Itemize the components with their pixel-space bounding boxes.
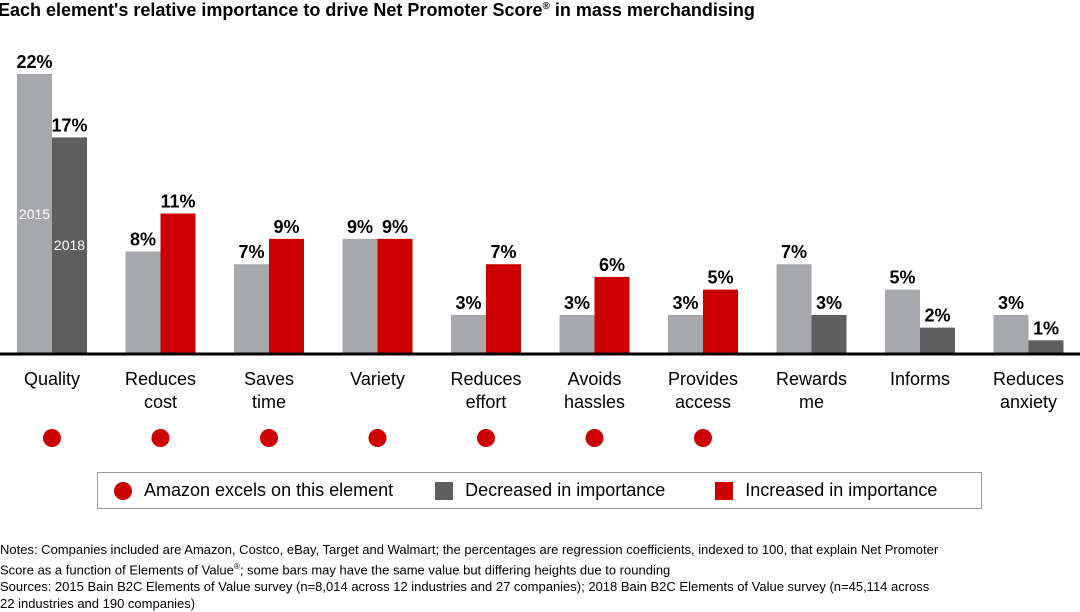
data-label-2015: 3% [672, 293, 698, 313]
bar-2015 [668, 314, 703, 353]
amazon-excels-dot [694, 429, 712, 447]
bar-2015 [234, 264, 269, 353]
bar-2015 [125, 251, 161, 353]
data-label-2018: 7% [490, 242, 516, 262]
bar-2015 [776, 264, 812, 353]
bar-2015 [885, 289, 920, 353]
data-label-2015: 22% [16, 52, 52, 72]
amazon-excels-dot [260, 429, 278, 447]
series-label-2015: 2015 [19, 206, 50, 222]
data-label-2018: 6% [599, 255, 625, 275]
notes-line: Notes: Companies included are Amazon, Co… [0, 542, 939, 557]
bar-2018 [1028, 340, 1064, 353]
data-label-2018: 9% [382, 217, 408, 237]
data-label-2015: 9% [347, 217, 373, 237]
dark-gray-square-icon [435, 481, 454, 500]
red-dot-icon [114, 481, 132, 500]
legend-amazon-label: Amazon excels on this element [144, 480, 394, 500]
bar-2015 [342, 238, 378, 353]
category-label: Avoids [568, 369, 622, 389]
bar-2015 [559, 314, 595, 353]
data-label-2015: 3% [455, 293, 481, 313]
legend-increased-label: Increased in importance [745, 480, 938, 500]
legend-amazon: Amazon excels on this element [114, 480, 393, 501]
data-label-2018: 3% [816, 293, 842, 313]
category-label: anxiety [1000, 392, 1057, 412]
amazon-excels-dot [368, 429, 387, 447]
bar-2018 [920, 327, 955, 353]
category-label: Saves [244, 369, 294, 389]
category-label: Provides [668, 369, 738, 389]
registered-mark: ® [233, 562, 240, 571]
amazon-excels-dot [43, 429, 61, 447]
notes-line: Score as a function of Elements of Value… [0, 558, 938, 578]
bar-2018 [486, 264, 521, 353]
category-label: Informs [890, 369, 950, 389]
data-label-2015: 7% [781, 242, 807, 262]
bar-2018 [594, 276, 630, 353]
category-label: Quality [24, 369, 80, 389]
category-label: effort [466, 392, 507, 412]
amazon-excels-dot [151, 429, 170, 447]
notes: Notes: Companies included are Amazon, Co… [0, 541, 938, 612]
title-suffix: in mass merchandising [549, 0, 755, 20]
category-label: hassles [564, 392, 625, 412]
category-label: access [675, 392, 731, 412]
category-label: Reduces [125, 369, 196, 389]
legend-decreased: Decreased in importance [435, 480, 665, 501]
bar-2018 [703, 289, 738, 353]
category-label: cost [144, 392, 177, 412]
bar-2018 [811, 314, 847, 353]
category-label: Reduces [993, 369, 1064, 389]
registered-mark: ® [542, 1, 550, 12]
data-label-2015: 3% [564, 293, 590, 313]
bar-2018 [52, 137, 87, 353]
amazon-excels-dot [477, 429, 495, 447]
bar-2015 [993, 314, 1029, 353]
sources-line: 22 industries and 190 companies) [0, 596, 196, 612]
series-label-2018: 2018 [54, 237, 85, 253]
data-label-2018: 2% [924, 306, 950, 326]
data-label-2015: 3% [998, 293, 1024, 313]
bar-2018 [160, 213, 196, 353]
bar-2015 [451, 314, 486, 353]
amazon-excels-dot [585, 429, 604, 447]
legend-increased: Increased in importance [715, 480, 937, 501]
data-label-2015: 5% [889, 268, 915, 288]
red-square-icon [715, 481, 734, 500]
data-label-2015: 8% [130, 230, 156, 250]
data-label-2018: 1% [1033, 318, 1059, 338]
chart-title: Each element's relative importance to dr… [0, 0, 755, 21]
category-label: Variety [350, 369, 405, 389]
bar-2015 [17, 74, 52, 353]
data-label-2018: 11% [160, 192, 195, 212]
data-label-2018: 9% [273, 217, 299, 237]
category-label: me [799, 392, 824, 412]
notes-text: Score as a function of Elements of Value [0, 562, 234, 578]
data-label-2015: 7% [238, 242, 264, 262]
category-label: Reduces [450, 369, 521, 389]
notes-text: ; some bars may have the same value but … [239, 562, 671, 578]
title-text: Each element's relative importance to dr… [0, 0, 543, 20]
bar-2018 [269, 238, 304, 353]
sources-line: Sources: 2015 Bain B2C Elements of Value… [0, 579, 930, 595]
bar-2018 [377, 238, 413, 353]
legend: Amazon excels on this element Decreased … [97, 472, 982, 509]
data-label-2018: 17% [51, 115, 87, 135]
legend-decreased-label: Decreased in importance [465, 480, 666, 500]
category-label: time [252, 392, 286, 412]
data-label-2018: 5% [707, 268, 733, 288]
category-label: Rewards [776, 369, 847, 389]
